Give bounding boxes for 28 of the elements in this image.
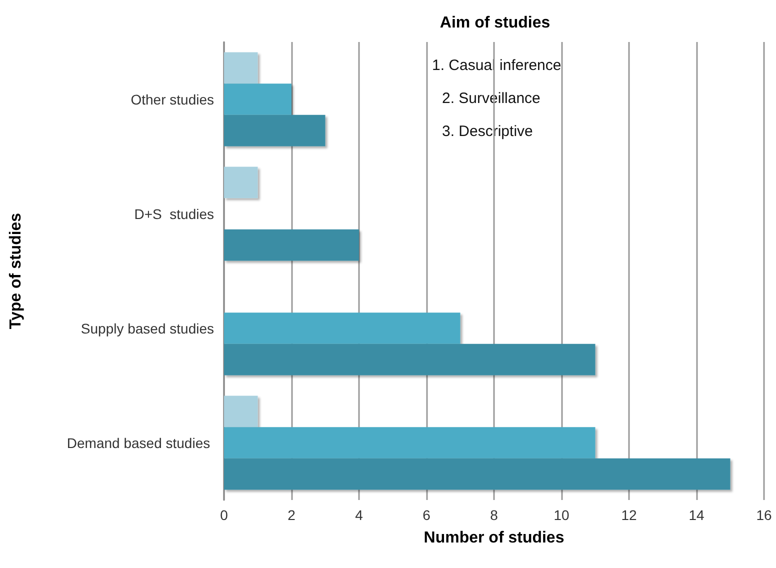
x-tick-label: 4 bbox=[355, 507, 364, 523]
chart-title: Aim of studies bbox=[440, 14, 550, 32]
x-tick-label: 6 bbox=[422, 507, 431, 523]
y-tick-label: D+S studies bbox=[134, 206, 214, 222]
annotation: 2. Surveillance bbox=[442, 90, 540, 107]
bar bbox=[224, 427, 596, 458]
bar bbox=[224, 344, 596, 376]
annotation: 3. Descriptive bbox=[442, 123, 533, 140]
x-tick-label: 14 bbox=[688, 507, 704, 523]
y-tick-label: Other studies bbox=[130, 91, 214, 108]
y-tick-label: Supply based studies bbox=[80, 320, 214, 336]
x-tick-label: 8 bbox=[490, 507, 498, 523]
y-tick-label: Demand based studies bbox=[66, 434, 214, 451]
bar bbox=[224, 84, 292, 115]
bar bbox=[224, 229, 359, 261]
x-tick-label: 10 bbox=[554, 507, 570, 523]
bar bbox=[224, 114, 326, 146]
x-tick-label: 16 bbox=[756, 507, 772, 523]
bar bbox=[224, 458, 730, 490]
bar bbox=[224, 166, 258, 198]
x-tick-label: 0 bbox=[220, 507, 228, 523]
x-axis-title: Number of studies bbox=[424, 530, 564, 546]
bar bbox=[224, 52, 258, 84]
bar bbox=[224, 396, 258, 428]
x-tick-label: 2 bbox=[288, 507, 296, 523]
x-tick-label: 12 bbox=[621, 507, 637, 523]
bar bbox=[224, 312, 460, 344]
y-axis-title: Type of studies bbox=[8, 212, 24, 330]
